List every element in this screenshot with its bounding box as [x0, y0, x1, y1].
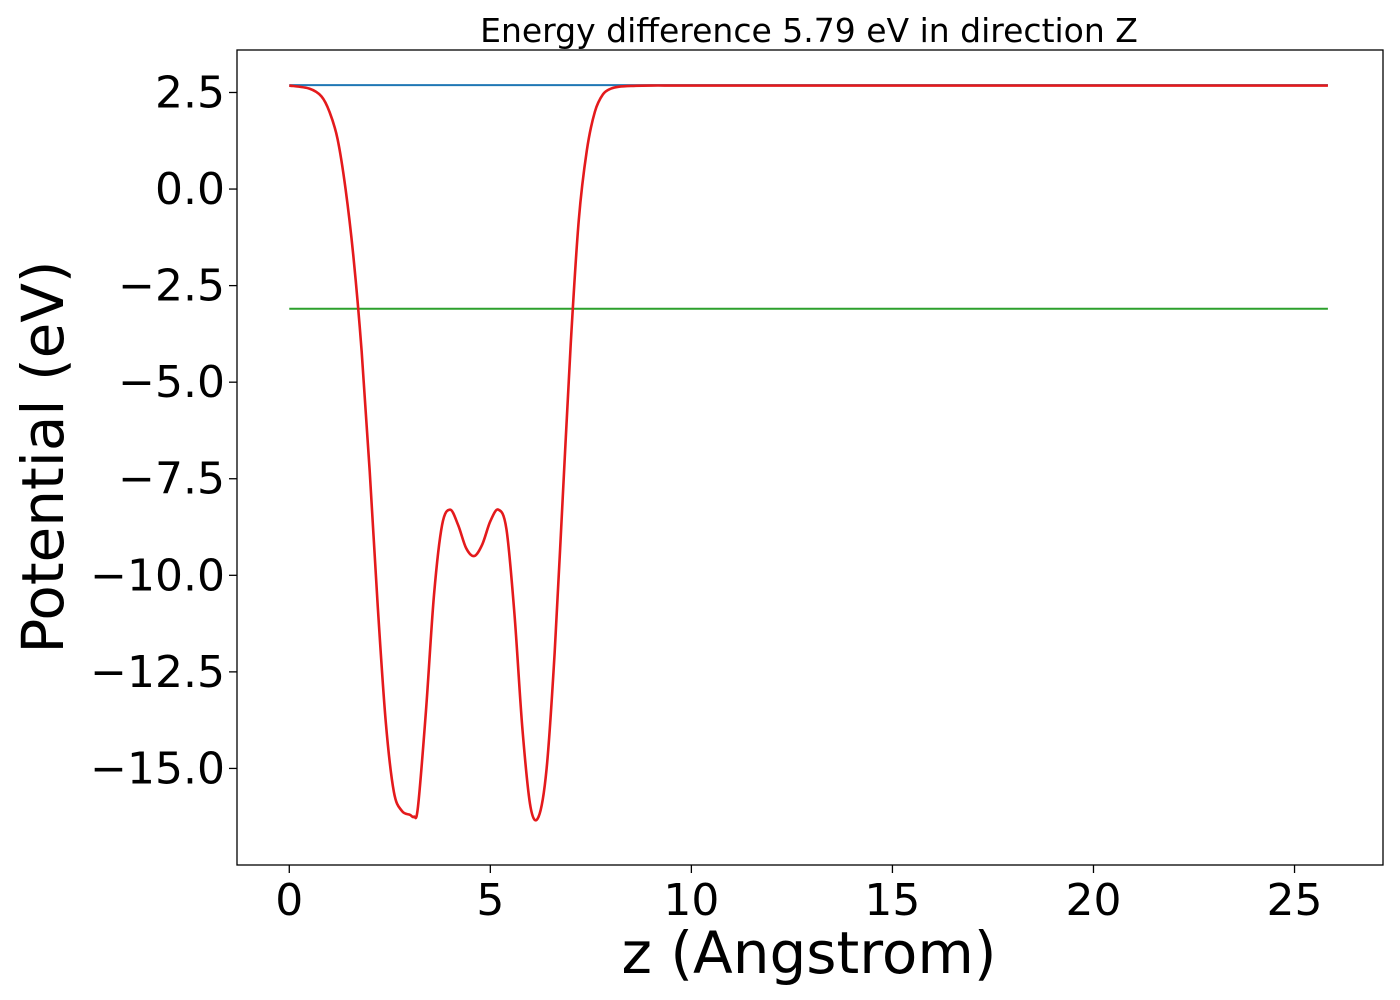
- x-tick-label: 10: [663, 875, 719, 926]
- y-axis: 2.5 0.0 −2.5 −5.0 −7.5 −10.0 −12.5 −15.0: [90, 67, 237, 794]
- y-tick-label: 2.5: [155, 67, 225, 118]
- x-axis: 0 5 10 15 20 25: [275, 865, 1323, 926]
- y-tick-label: −12.5: [90, 647, 225, 698]
- y-tick-label: −15.0: [90, 743, 225, 794]
- x-tick-label: 0: [275, 875, 303, 926]
- x-tick-label: 25: [1267, 875, 1323, 926]
- y-tick-label: −2.5: [118, 261, 225, 312]
- x-tick-label: 5: [476, 875, 504, 926]
- y-tick-label: −7.5: [118, 454, 225, 505]
- y-axis-label: Potential (eV): [9, 260, 77, 653]
- chart-title: Energy difference 5.79 eV in direction Z: [480, 11, 1138, 50]
- x-axis-label: z (Angstrom): [622, 919, 997, 987]
- plot-area: [289, 84, 1328, 822]
- potential-curve: [289, 84, 1328, 822]
- y-tick-label: −5.0: [118, 357, 225, 408]
- y-tick-label: 0.0: [155, 164, 225, 215]
- x-tick-label: 20: [1065, 875, 1121, 926]
- y-tick-label: −10.0: [90, 550, 225, 601]
- axes-frame: [236, 49, 1384, 866]
- x-tick-label: 15: [864, 875, 920, 926]
